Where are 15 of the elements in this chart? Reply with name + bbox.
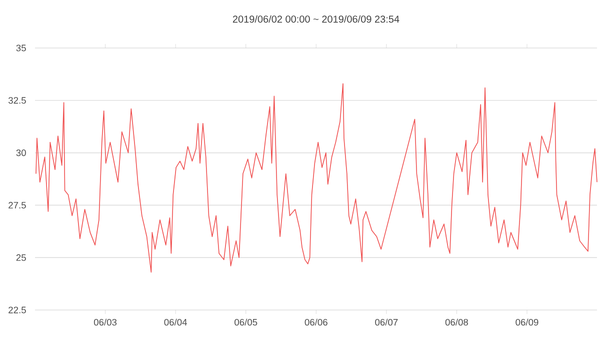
- y-tick-label: 27.5: [8, 202, 26, 208]
- y-tick-label: 25: [16, 254, 26, 261]
- y-tick-label: 30: [16, 150, 26, 156]
- x-tick-label: 06/08: [445, 318, 468, 326]
- chart-title: 2019/06/02 00:00 ~ 2019/06/09 23:54: [232, 15, 400, 23]
- x-tick-label: 06/09: [516, 318, 538, 326]
- x-tick-label: 06/04: [164, 318, 187, 326]
- x-tick-label: 06/07: [375, 318, 398, 326]
- x-tick-label: 06/06: [304, 318, 328, 326]
- x-tick-label: 06/03: [94, 318, 117, 326]
- y-tick-label: 22.5: [8, 306, 26, 314]
- x-tick-label: 06/05: [234, 318, 258, 326]
- y-tick-label: 35: [16, 44, 26, 52]
- line-series: [36, 83, 598, 273]
- y-tick-label: 32.5: [8, 97, 26, 104]
